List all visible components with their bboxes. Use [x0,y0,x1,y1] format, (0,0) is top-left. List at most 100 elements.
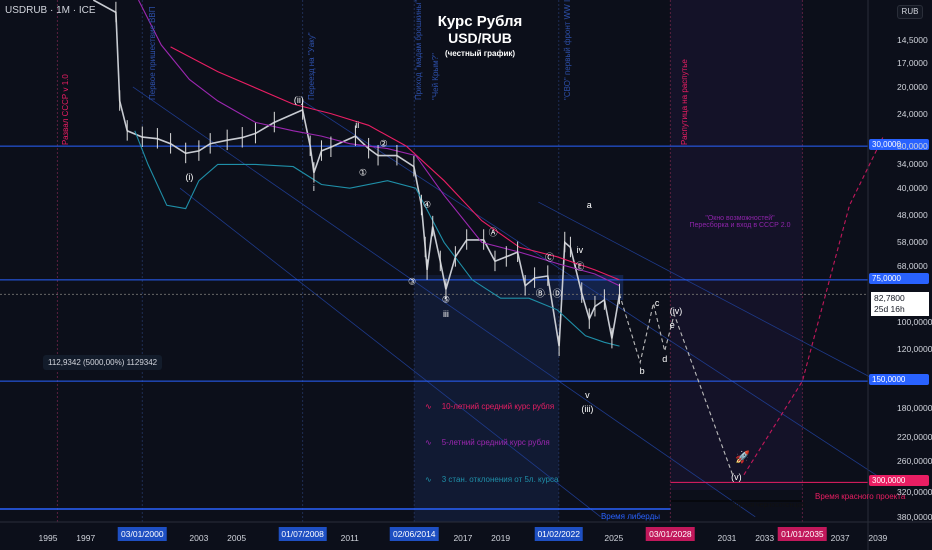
legend-std: ∿ 3 стан. отклонения от 5л. курса [425,475,558,484]
wave-label: Ⓑ [535,288,545,299]
symbol-label[interactable]: USDRUB · 1M · ICE [5,5,96,16]
legend-label: 3 стан. отклонения от 5л. курса [441,475,559,484]
shaded-region [670,0,803,490]
level-price-label: 75,0000 [869,272,929,284]
wave-label: i [312,183,315,194]
title-line3: (честный график) [444,49,516,58]
x-tick-label: 2039 [868,533,888,543]
wave-label: Ⓒ [545,252,555,263]
x-tick-label: 2033 [755,533,775,543]
y-tick-label: 120,0000 [897,343,932,354]
y-tick-label: 380,0000 [897,511,932,522]
x-tick-label: 2037 [830,533,850,543]
date-badge[interactable]: 01/02/2022 [534,527,583,541]
level-price-label: 30,0000 [869,139,929,151]
wave-label: ④ [423,199,432,210]
date-badge[interactable]: 01/01/2035 [778,527,827,541]
x-tick-label: 2003 [189,533,209,543]
legend-ma5: ∿ 5-летний средний курс рубля [425,438,550,447]
vertical-annotation: Распутица на распутье [680,59,690,145]
y-tick-label: 260,0000 [897,456,932,467]
x-tick-label: 1997 [76,533,96,543]
trend-channel-line[interactable] [179,187,601,518]
vertical-annotation: Развал СССР v 1.0 [61,74,71,145]
x-tick-label: 2005 [227,533,247,543]
window-note: "Окно возможностей" Пересборка и вход в С… [680,215,800,229]
series-line-1 [170,46,620,281]
y-tick-label: 24,0000 [897,108,928,119]
date-badge[interactable]: 02/06/2014 [389,527,439,541]
date-badge[interactable]: 03/01/2028 [646,527,695,541]
date-badge[interactable]: 01/07/2008 [278,527,327,541]
series-line-3 [134,130,620,347]
wave-label: ii [355,120,360,131]
date-badge[interactable]: 03/01/2000 [118,527,167,541]
level-price-label: 150,0000 [869,374,929,386]
wave-label: v [585,390,590,401]
series-line-4 [618,294,734,475]
y-tick-label: 40,0000 [897,183,928,194]
legend-label: 10-летний средний курс рубля [441,402,555,411]
x-tick-label: 2019 [491,533,511,543]
title-line2: USD/RUB [448,30,512,46]
chart-title: Курс Рубля USD/RUB (честный график) [420,13,540,59]
wave-label: ⑤ [441,294,450,305]
wave-label: ① [358,167,367,178]
wave-label: d [662,354,668,365]
wave-label: a [586,200,592,211]
note-line: Пересборка и вход в СССР 2.0 [689,222,791,229]
title-line1: Курс Рубля [437,13,523,30]
wave-label: Ⓔ [575,261,585,272]
x-tick-label: 2011 [340,533,359,543]
wave-label: (iii) [581,404,594,415]
vertical-annotation: "СВО" первый фронт WW III [563,0,573,100]
series-line-0 [92,0,621,347]
trend-channel-line[interactable] [302,100,888,483]
blackhundreds-note: Время черносотенцев [733,502,805,509]
y-tick-label: 180,0000 [897,402,932,413]
wave-label: e [669,319,675,330]
wave-icon: ∿ [425,475,432,484]
rocket-icon: 🚀 [735,450,750,464]
current-price: 82,7800 [874,293,905,303]
wave-label: ③ [407,276,417,287]
vertical-annotation: "Чей Крым?" [431,53,441,100]
wave-label: (ii) [293,94,304,105]
wave-label: ② [379,138,388,149]
wave-label: b [639,366,645,377]
wave-label: iv [576,244,584,255]
wave-label: c [654,298,660,309]
x-tick-label: 2017 [453,533,473,543]
x-tick-label: 1995 [38,533,58,543]
y-tick-label: 68,0000 [897,260,928,271]
trend-channel-line[interactable] [132,86,756,518]
y-tick-label: 320,0000 [897,486,932,497]
x-tick-label: 2025 [604,533,624,543]
y-tick-label: 14,5000 [897,35,928,45]
wave-label: (iv) [669,306,683,317]
measure-label: 112,9342 (5000,00%) 1129342 [43,355,163,370]
y-tick-label: 34,0000 [897,159,928,170]
y-tick-label: 58,0000 [897,237,928,248]
y-tick-label: 17,0000 [897,58,928,69]
current-price-label: 82,7800 25d 16h [871,292,929,316]
wave-label: Ⓐ [488,227,498,238]
level-price-label: 300,0000 [869,475,929,487]
trend-channel-line[interactable] [538,201,879,382]
vertical-annotation: Приход "мадам брошкины" [414,0,424,100]
y-tick-label: 48,0000 [897,209,928,220]
wave-label: (i) [185,171,194,182]
shaded-region [414,275,559,522]
legend-label: 5-летний средний курс рубля [441,438,550,447]
vertical-annotation: Первое пришествие ВВП [148,6,158,100]
x-tick-label: 2031 [717,533,737,543]
series-line-5 [743,135,884,476]
currency-button[interactable]: RUB [897,5,923,19]
y-tick-label: 220,0000 [897,432,932,443]
wave-label: iii [442,309,449,320]
note-line: "Окно возможностей" [705,215,775,222]
wave-label: Ⓓ [552,288,562,299]
y-tick-label: 30,0000 [897,141,928,152]
legend-ma10: ∿ 10-летний средний курс рубля [425,402,554,411]
